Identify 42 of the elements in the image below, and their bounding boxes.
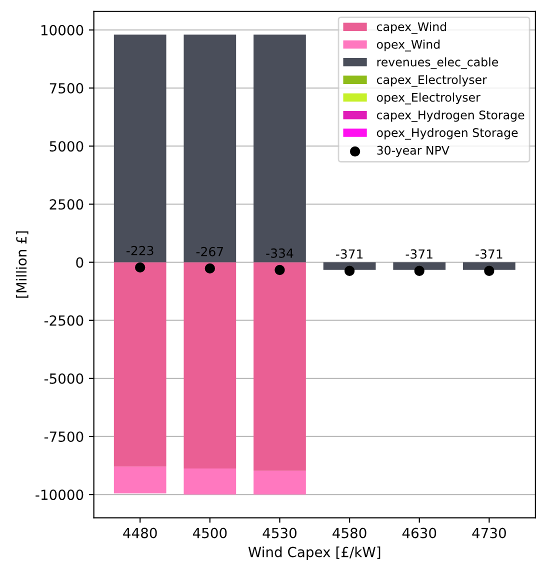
legend-label: opex_Hydrogen Storage <box>376 128 518 140</box>
y-tick-label: 7500 <box>50 83 84 94</box>
bar <box>393 262 446 270</box>
bar <box>254 470 306 495</box>
bar <box>463 262 516 270</box>
x-tick-label: 4500 <box>192 528 227 538</box>
x-tick-label: 4730 <box>472 528 506 538</box>
y-tick-label: 0 <box>76 257 84 268</box>
data-label: -223 <box>126 246 154 256</box>
bar <box>254 262 306 471</box>
x-tick-label: 4580 <box>332 528 366 538</box>
bar <box>114 262 166 467</box>
x-tick-label: 4530 <box>262 528 296 538</box>
y-axis-title: [Million £] <box>16 231 28 298</box>
bar <box>184 34 236 262</box>
data-label: -371 <box>476 249 502 259</box>
bar <box>114 466 166 494</box>
legend-label: capex_Electrolyser <box>376 74 487 87</box>
y-tick-label: -2500 <box>44 315 84 326</box>
bar <box>254 34 306 262</box>
bar <box>114 34 166 262</box>
x-tick-label: 4630 <box>402 528 436 538</box>
data-label: -334 <box>266 248 294 258</box>
y-tick-label: -10000 <box>36 490 84 500</box>
x-tick-label: 4480 <box>123 528 157 538</box>
y-tick-label: 2500 <box>50 199 84 210</box>
data-label: -371 <box>406 249 432 259</box>
y-tick-label: -5000 <box>44 373 84 384</box>
legend-label: opex_Electrolyser <box>376 92 480 104</box>
x-axis-title: Wind Capex [£/kW] <box>248 546 380 560</box>
legend-label: capex_Hydrogen Storage <box>376 110 524 122</box>
bar <box>184 468 236 495</box>
data-label: -371 <box>336 249 363 259</box>
bar <box>184 262 236 469</box>
legend-label: 30-year NPV <box>377 146 450 158</box>
data-label: -267 <box>196 246 224 256</box>
legend-label: capex_Wind <box>376 22 446 34</box>
y-tick-label: -7500 <box>44 431 84 442</box>
legend-label: opex_Wind <box>376 40 440 52</box>
y-tick-label: 10000 <box>41 24 84 36</box>
y-tick-label: 5000 <box>50 141 84 152</box>
legend-label: revenues_elec_cable <box>377 57 498 70</box>
